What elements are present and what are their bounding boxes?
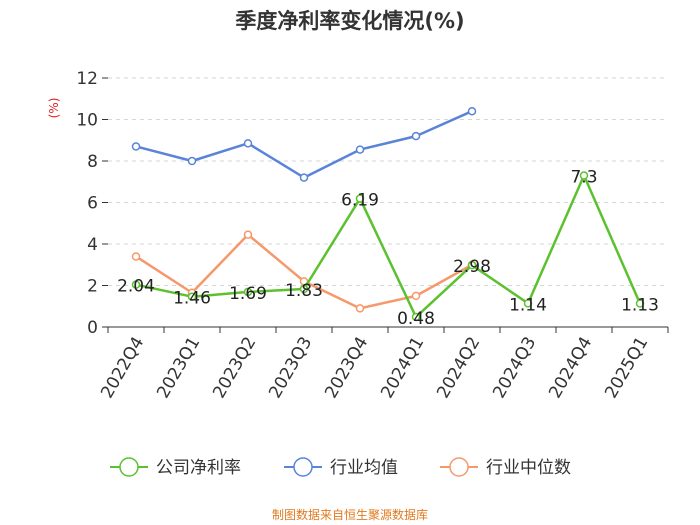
data-labels: 2.04 1.46 1.69 1.83 6.19 0.48 2.98 1.14 7.3 1.13 (117, 168, 659, 330)
x-tick-label: 2023Q1 (153, 334, 204, 402)
data-point (355, 304, 365, 313)
x-tick-label: 2024Q2 (433, 334, 484, 402)
data-point (187, 156, 197, 166)
data-label: 1.69 (229, 284, 267, 304)
legend-item-1[interactable]: 公司净利率 (110, 457, 241, 478)
data-point (411, 312, 421, 322)
series-1 (131, 171, 645, 322)
data-label: 1.46 (173, 289, 211, 309)
legend-item-3[interactable]: 行业中位数 (440, 457, 571, 478)
data-point (243, 230, 253, 239)
y-tick-label: 0 (87, 318, 98, 338)
x-tick-label: 2024Q4 (545, 334, 596, 402)
x-tick-labels: 2022Q4 2023Q1 2023Q2 2023Q3 2023Q4 2024Q1 2024… (97, 334, 652, 402)
series-line (135, 174, 642, 319)
series-2 (131, 106, 477, 182)
x-tick-label: 2023Q2 (209, 334, 260, 402)
data-label: 6.19 (341, 191, 379, 211)
data-point (411, 291, 421, 301)
legend-marker (293, 457, 313, 477)
data-label: 7.3 (570, 168, 597, 188)
data-point (243, 139, 253, 148)
series-line (135, 110, 473, 179)
data-label: 1.14 (509, 295, 547, 315)
x-tick-label: 2024Q1 (377, 334, 428, 402)
data-point (187, 292, 197, 301)
data-point (131, 142, 141, 151)
source-note: 制图数据来自恒生聚源数据库 (272, 507, 428, 522)
data-point (355, 194, 365, 203)
data-label: 2.04 (117, 277, 155, 297)
data-point (355, 145, 365, 154)
legend-marker (449, 457, 469, 477)
x-tick-label: 2023Q4 (321, 334, 372, 402)
data-point (523, 299, 533, 308)
data-point (131, 280, 141, 289)
y-axis-label: (%) (47, 98, 61, 119)
x-tick-label: 2024Q3 (489, 334, 540, 402)
grid-lines (108, 77, 668, 286)
legend[interactable]: 公司净利率 行业均值 行业中位数 (110, 457, 571, 478)
data-label: 2.98 (453, 257, 491, 277)
data-label: 1.13 (621, 296, 659, 316)
legend-item-2[interactable]: 行业均值 (284, 457, 398, 478)
data-point (299, 173, 309, 182)
legend-marker (119, 457, 139, 477)
legend-label: 行业均值 (330, 458, 398, 478)
x-tick-label: 2023Q3 (265, 334, 316, 402)
series-layer (131, 106, 645, 322)
data-point (635, 299, 645, 308)
data-point (467, 106, 477, 116)
x-tick-label: 2022Q4 (97, 334, 148, 402)
y-tick-label: 2 (87, 277, 98, 297)
y-tick-label: 12 (76, 69, 98, 89)
legend-label: 行业中位数 (486, 458, 571, 478)
data-label: 1.83 (285, 281, 323, 301)
y-tick-label: 8 (87, 152, 98, 172)
data-point (579, 171, 589, 180)
x-axis (107, 326, 669, 333)
data-point (131, 252, 141, 261)
x-tick-label: 2025Q1 (601, 334, 652, 402)
data-point (299, 284, 309, 294)
data-point (243, 287, 253, 297)
data-label: 0.48 (397, 309, 435, 329)
y-tick-label: 4 (87, 235, 98, 255)
y-tick-labels: 0 2 4 6 8 10 12 (76, 69, 108, 338)
data-point (411, 131, 421, 141)
legend-label: 公司净利率 (156, 458, 241, 478)
data-point (467, 260, 477, 270)
y-tick-label: 6 (87, 194, 98, 214)
y-tick-label: 10 (76, 111, 98, 131)
chart-title: 季度净利率变化情况(%) (235, 9, 464, 33)
